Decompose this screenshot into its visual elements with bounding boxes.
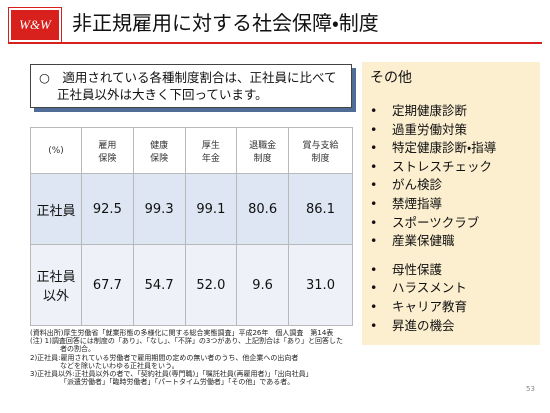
side-item: ハラスメント: [370, 280, 467, 296]
side-item: 母性保護: [370, 262, 442, 278]
header-text: 退職金: [249, 140, 277, 151]
side-item: ストレスチェック: [370, 159, 492, 175]
row-label-text: 以外: [42, 289, 69, 304]
note-line: (資料出所)厚生労働省「就業形態の多様化に関する総合実態調査」平成26年 個人調…: [30, 329, 334, 337]
table-cell: 52.0: [184, 244, 238, 326]
note-line: などを除いたいわゆる正社員をいう。: [60, 361, 179, 370]
table-cell: 92.5: [81, 173, 134, 245]
row-label: 正社員: [30, 173, 82, 245]
logo: W&W: [8, 7, 62, 43]
table-cell: 54.7: [132, 244, 186, 326]
row-label-text: 正社員: [36, 270, 76, 285]
header-cell: 健康 保険: [132, 127, 186, 174]
table-cell: 86.1: [288, 173, 353, 245]
header-text: 厚生: [201, 140, 220, 151]
title-rule: [8, 42, 542, 44]
table-cell: 31.0: [288, 244, 353, 326]
note-line: (注) 1)調査回答には制度の「あり」、「なし」、「不詳」の3つがあり、上記割合…: [30, 337, 344, 346]
note-line: 2)正社員:雇用されている労働者で雇用期間の定めの無い者のうち、他企業への出向者: [30, 353, 299, 362]
header-text: 制度: [311, 153, 330, 164]
header-cell: (%): [30, 127, 82, 174]
callout-line: 正社員以外は大きく下回っています。: [57, 87, 268, 102]
table-row: 正社員 以外 67.7 54.7 52.0 9.6 31.0: [30, 244, 353, 326]
header-text: 制度: [253, 153, 272, 164]
side-panel: その他 定期健康診断過重労働対策特定健康診断・指導ストレスチェックがん検診禁煙指…: [362, 62, 540, 345]
notes: (資料出所)厚生労働省「就業形態の多様化に関する総合実態調査」平成26年 個人調…: [30, 329, 343, 386]
side-item: スポーツクラブ: [370, 215, 479, 231]
header-text: 年金: [201, 153, 220, 164]
header-cell: 雇用 保険: [81, 127, 134, 174]
header-text: 保険: [150, 153, 169, 164]
callout-line: ○ 適用されている各種制度割合は、正社員に比べて: [39, 70, 337, 85]
side-item: 禁煙指導: [370, 196, 442, 212]
slide-title: 非正規雇用に対する社会保障・制度: [72, 11, 379, 35]
side-item: 昇進の機会: [370, 318, 455, 334]
side-title: その他: [370, 70, 412, 86]
page-number: 53: [526, 385, 535, 393]
table-row: 正社員 92.5 99.3 99.1 80.6 86.1: [30, 173, 353, 245]
side-item: 特定健康診断・指導: [370, 140, 496, 156]
header-text: 健康: [150, 140, 169, 151]
header-cell: 退職金 制度: [236, 127, 289, 174]
data-table: (%) 雇用 保険 健康 保険 厚生 年金 退職金 制度 賞与支給 制度 正社員 92.5 99.3 99.…: [30, 127, 353, 326]
header-text: (%): [48, 145, 64, 156]
table-cell: 9.6: [236, 244, 289, 326]
side-item: 過重労働対策: [370, 122, 467, 138]
note-line: 者の割合。: [60, 345, 95, 354]
header-cell: 賞与支給 制度: [288, 127, 353, 174]
header-text: 雇用: [98, 140, 117, 151]
callout: ○ 適用されている各種制度割合は、正社員に比べて正社員以外は大きく下回っています…: [30, 64, 352, 108]
header-row: (%) 雇用 保険 健康 保険 厚生 年金 退職金 制度 賞与支給 制度: [30, 127, 353, 174]
table-cell: 80.6: [236, 173, 289, 245]
side-item: 定期健康診断: [370, 103, 467, 119]
header-cell: 厚生 年金: [184, 127, 238, 174]
row-label: 正社員 以外: [30, 244, 82, 326]
table-cell: 67.7: [81, 244, 134, 326]
header-text: 保険: [98, 153, 117, 164]
side-item: 産業保健職: [370, 233, 455, 249]
side-item: がん検診: [370, 177, 442, 193]
side-item: キャリア教育: [370, 299, 467, 315]
note-line: 3)正社員以外:正社員以外の者で、「契約社員(専門職)」「嘱託社員(再雇用者)」…: [30, 370, 313, 379]
table-cell: 99.1: [184, 173, 238, 245]
header-text: 賞与支給: [302, 140, 339, 151]
row-label-text: 正社員: [36, 203, 76, 219]
note-line: 「派遣労働者」「臨時労働者」「パートタイム労働者」「その他」である者。: [60, 378, 295, 387]
table-cell: 99.3: [132, 173, 186, 245]
